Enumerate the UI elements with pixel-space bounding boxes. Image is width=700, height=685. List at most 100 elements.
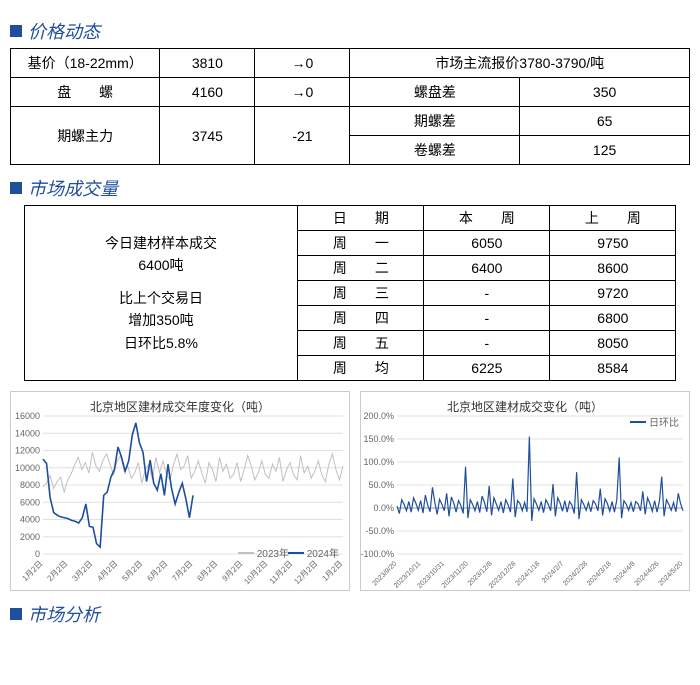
table-row: 基价（18-22mm） 3810 →0 市场主流报价3780-3790/吨 [11, 49, 690, 78]
table-row: 期螺主力 3745 -21 期螺差 65 [11, 107, 690, 136]
annual-chart: 北京地区建材成交年度变化（吨） 0 2000 4000 6000 8000 10000 12… [10, 391, 350, 591]
price-table: 基价（18-22mm） 3810 →0 市场主流报价3780-3790/吨 盘 … [10, 48, 690, 165]
cell: 期螺差 [350, 107, 520, 136]
svg-text:3月2日: 3月2日 [70, 559, 94, 583]
cell: -21 [255, 107, 350, 165]
table-row: 盘 螺 4160 →0 螺盘差 350 [11, 78, 690, 107]
cell: 9750 [550, 231, 676, 256]
table-row: 今日建材样本成交 6400吨 比上个交易日 增加350吨 日环比5.8% 日 期… [24, 206, 676, 231]
section-title: 价格动态 [28, 18, 100, 44]
summary-line: 比上个交易日 [29, 287, 294, 309]
cell: 8050 [550, 331, 676, 356]
svg-text:7月2日: 7月2日 [170, 559, 194, 583]
cell: 65 [520, 107, 690, 136]
svg-text:2024/2/7: 2024/2/7 [541, 560, 565, 584]
svg-text:8000: 8000 [20, 480, 40, 490]
svg-text:-50.0%: -50.0% [365, 526, 394, 536]
svg-text:8月2日: 8月2日 [195, 559, 219, 583]
cell: 上 周 [550, 206, 676, 231]
svg-text:2024/2/28: 2024/2/28 [562, 560, 589, 587]
cell: 期螺主力 [11, 107, 160, 165]
svg-text:2024/3/18: 2024/3/18 [586, 560, 613, 587]
svg-text:-100.0%: -100.0% [361, 549, 394, 559]
cell: 周 二 [298, 256, 424, 281]
legend-change: 日环比 [630, 414, 679, 429]
summary-line: 增加350吨 [29, 309, 294, 331]
charts-row: 北京地区建材成交年度变化（吨） 0 2000 4000 6000 8000 10000 12… [10, 391, 690, 591]
svg-text:1月2日: 1月2日 [20, 559, 44, 583]
cell: 周 一 [298, 231, 424, 256]
legend-2023: 2023年 [238, 545, 289, 560]
svg-text:2000: 2000 [20, 532, 40, 542]
svg-text:0.0%: 0.0% [373, 503, 394, 513]
cell: 4160 [160, 78, 255, 107]
svg-text:4月2日: 4月2日 [95, 559, 119, 583]
cell: 6800 [550, 306, 676, 331]
cell: 6400 [424, 256, 550, 281]
svg-text:50.0%: 50.0% [368, 480, 394, 490]
section-title: 市场成交量 [28, 175, 118, 201]
svg-text:11月2日: 11月2日 [268, 559, 295, 586]
cell: 盘 螺 [11, 78, 160, 107]
volume-table: 今日建材样本成交 6400吨 比上个交易日 增加350吨 日环比5.8% 日 期… [24, 205, 677, 381]
cell: 日 期 [298, 206, 424, 231]
svg-text:2024/1/18: 2024/1/18 [514, 560, 541, 587]
svg-text:6月2日: 6月2日 [145, 559, 169, 583]
bullet-icon [10, 25, 22, 37]
legend-2024: 2024年 [288, 545, 339, 560]
cell: 3745 [160, 107, 255, 165]
section-title: 市场分析 [28, 601, 100, 627]
summary-line: 日环比5.8% [29, 332, 294, 354]
cell: 8584 [550, 356, 676, 381]
cell: - [424, 331, 550, 356]
cell: 本 周 [424, 206, 550, 231]
bullet-icon [10, 608, 22, 620]
svg-text:12000: 12000 [15, 446, 40, 456]
summary-line: 今日建材样本成交 [29, 232, 294, 254]
svg-text:4000: 4000 [20, 515, 40, 525]
cell: 螺盘差 [350, 78, 520, 107]
svg-text:10000: 10000 [15, 463, 40, 473]
cell: 8600 [550, 256, 676, 281]
svg-text:1月2日: 1月2日 [320, 559, 344, 583]
svg-text:2024/5/20: 2024/5/20 [657, 560, 684, 587]
svg-text:2024/4/8: 2024/4/8 [613, 560, 637, 584]
svg-text:2024/4/26: 2024/4/26 [634, 560, 661, 587]
cell: 9720 [550, 281, 676, 306]
cell: - [424, 281, 550, 306]
cell: 周 五 [298, 331, 424, 356]
cell: 6225 [424, 356, 550, 381]
cell: 350 [520, 78, 690, 107]
chart-title: 北京地区建材成交年度变化（吨） [11, 398, 349, 415]
cell: 周 三 [298, 281, 424, 306]
section-header-analysis: 市场分析 [10, 601, 690, 627]
svg-text:0: 0 [35, 549, 40, 559]
svg-text:12月2日: 12月2日 [292, 559, 319, 586]
svg-text:9月2日: 9月2日 [220, 559, 244, 583]
cell: 3810 [160, 49, 255, 78]
bullet-icon [10, 182, 22, 194]
svg-text:6000: 6000 [20, 497, 40, 507]
cell: 市场主流报价3780-3790/吨 [350, 49, 690, 78]
summary-line: 6400吨 [29, 254, 294, 276]
cell: 卷螺差 [350, 136, 520, 165]
svg-text:10月2日: 10月2日 [242, 559, 269, 586]
svg-text:100.0%: 100.0% [363, 457, 394, 467]
cell: 基价（18-22mm） [11, 49, 160, 78]
svg-text:14000: 14000 [15, 428, 40, 438]
section-header-price: 价格动态 [10, 18, 690, 44]
cell: →0 [255, 49, 350, 78]
volume-summary-cell: 今日建材样本成交 6400吨 比上个交易日 增加350吨 日环比5.8% [24, 206, 298, 381]
svg-text:150.0%: 150.0% [363, 434, 394, 444]
cell: 周 四 [298, 306, 424, 331]
cell: →0 [255, 78, 350, 107]
svg-text:5月2日: 5月2日 [120, 559, 144, 583]
change-chart: 北京地区建材成交变化（吨） -100.0% -50.0% 0.0% 50.0% 100.… [360, 391, 690, 591]
section-header-volume: 市场成交量 [10, 175, 690, 201]
chart-title: 北京地区建材成交变化（吨） [361, 398, 689, 415]
cell: 6050 [424, 231, 550, 256]
cell: 125 [520, 136, 690, 165]
cell: - [424, 306, 550, 331]
svg-text:2月2日: 2月2日 [45, 559, 69, 583]
cell: 周 均 [298, 356, 424, 381]
